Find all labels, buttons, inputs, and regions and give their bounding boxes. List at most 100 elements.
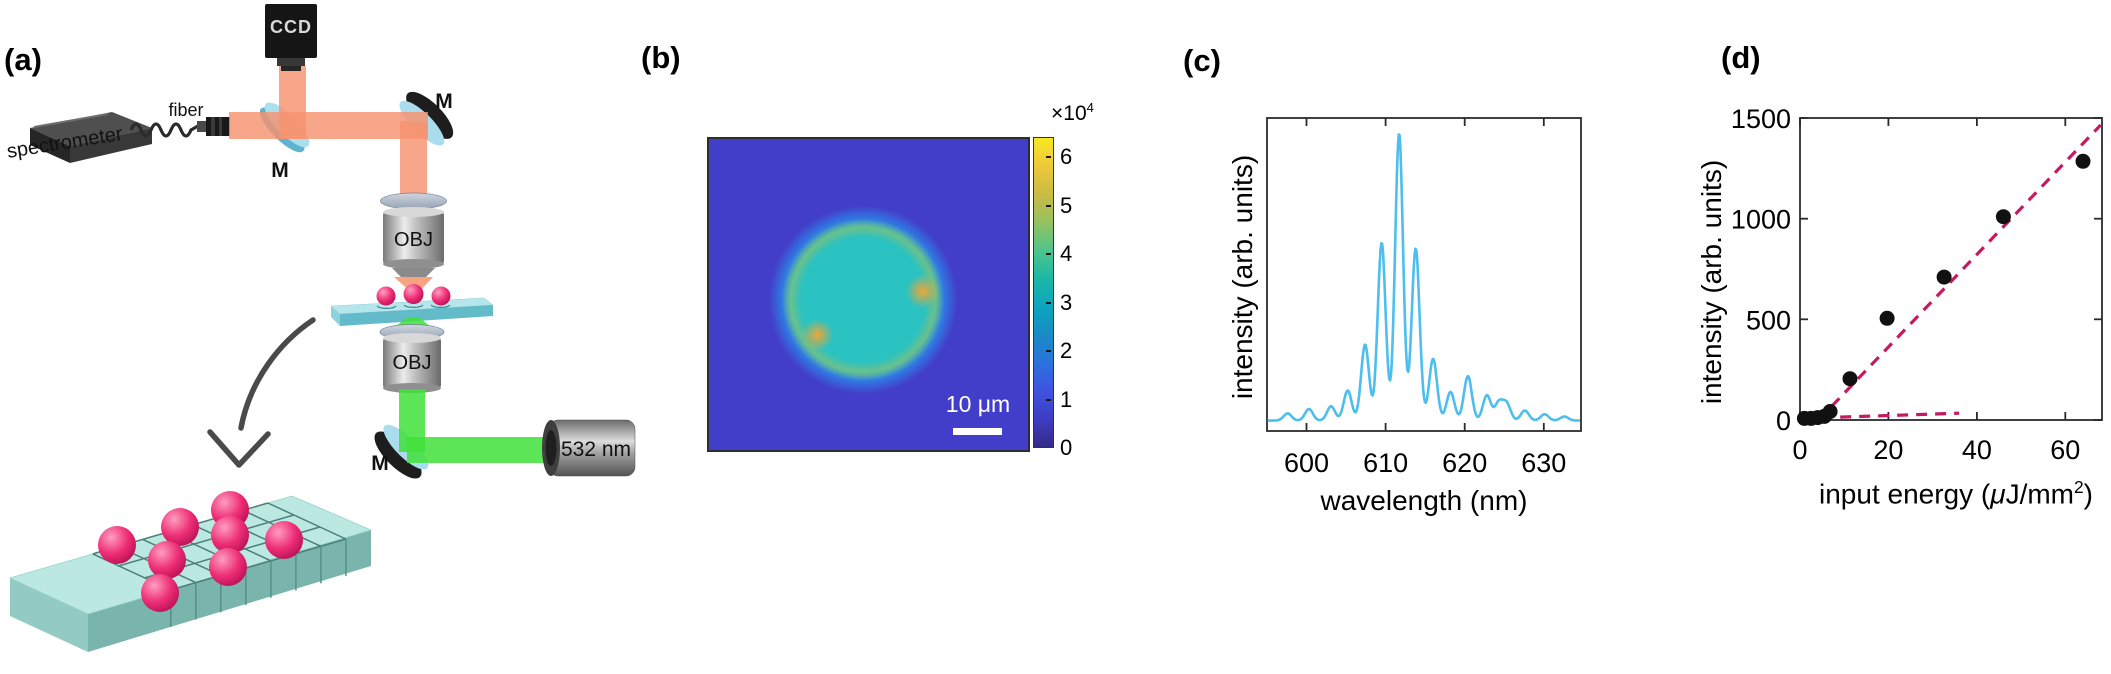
below-threshold-fit (1802, 411, 1960, 420)
objective-bottom-label: OBJ (393, 352, 432, 374)
colorbar-tick-label: 4 (1060, 241, 1073, 267)
x-tick-label: 620 (1442, 448, 1487, 478)
emission-focus-cone (394, 277, 433, 292)
substrate-grooves (170, 539, 347, 627)
sample-slide (330, 297, 494, 326)
laser-wavelength-label: 532 nm (561, 438, 631, 461)
colorbar-multiplier-exponent: 4 (1086, 100, 1094, 115)
optical-setup-diagram: CCD OBJ OBJ (5, 4, 636, 652)
x-tick-label: 20 (1873, 435, 1903, 465)
top-right-mirror (399, 91, 454, 146)
objective-bottom: OBJ (379, 324, 445, 393)
spectrum-tick-labels: 600 610 620 630 (1284, 448, 1566, 478)
y-tick-label: 0 (1776, 406, 1791, 436)
threshold-plot: 0 20 40 60 0 500 1000 1500 (1731, 104, 2103, 465)
mirror-right-label: M (435, 90, 453, 113)
mirror-bottom-label: M (371, 452, 389, 475)
threshold-ylabel: intensity (arb. units) (1696, 159, 1727, 405)
data-point (1816, 408, 1832, 424)
panel-c-label: (c) (1183, 43, 1221, 78)
focus-glow (406, 285, 422, 297)
data-point (1822, 404, 1838, 419)
spectrometer-box (30, 112, 152, 163)
threshold-tick-labels: 0 20 40 60 0 500 1000 1500 (1731, 104, 2080, 465)
array-microsphere (148, 541, 186, 579)
colorbar-multiplier: ×104 (1051, 100, 1094, 126)
data-point (1936, 269, 1952, 285)
threshold-axes-box (1799, 117, 2103, 421)
spectrometer-label: spectrometer (5, 123, 124, 163)
microwell-grid (92, 502, 347, 591)
panel-b-label: (b) (641, 40, 681, 75)
array-microsphere (265, 521, 303, 559)
threshold-xlabel-prefix: input energy ( (1819, 478, 1991, 510)
emission-beam-horizontal (229, 112, 428, 139)
threshold-xlabel-unit: J/mm (2005, 478, 2074, 510)
array-microsphere (209, 548, 247, 586)
array-microsphere (211, 516, 249, 554)
emission-beam-vertical (400, 121, 427, 198)
spectrum-plot: 600 610 620 630 (1266, 117, 1582, 478)
y-tick-label: 1000 (1731, 205, 1791, 235)
colorbar-tick-label: 5 (1060, 192, 1073, 218)
excitation-cone (390, 318, 436, 331)
colorbar-tick-label: 1 (1060, 386, 1073, 412)
spectrum-ticks (1305, 118, 1545, 431)
fiber-cable (129, 122, 199, 138)
patterned-substrate (8, 491, 373, 652)
data-point (1803, 410, 1819, 426)
emission-beam-to-ccd (279, 66, 306, 139)
array-microsphere (211, 491, 249, 529)
ccd-camera: CCD (265, 4, 317, 71)
array-microsphere (141, 574, 179, 612)
data-point (1995, 209, 2011, 225)
beamsplitter-mirror (259, 102, 310, 153)
transfer-arrow (207, 317, 316, 468)
data-point (1879, 310, 1895, 326)
array-microsphere (98, 526, 136, 564)
colorbar-tick-mark (1046, 398, 1051, 401)
x-tick-label: 0 (1792, 435, 1807, 465)
bottom-mirror (374, 424, 429, 479)
panel-d-label: (d) (1721, 40, 1761, 75)
data-point (1842, 371, 1858, 387)
fiber-connector (197, 117, 230, 136)
data-point (2075, 153, 2091, 169)
colorbar-tick-label: 3 (1060, 289, 1073, 315)
microwell-marks (376, 304, 451, 310)
threshold-ticks (1799, 117, 2102, 421)
colorbar-tick-mark (1046, 350, 1051, 353)
ccd-label: CCD (270, 17, 312, 37)
threshold-xlabel-mu: μ (1990, 478, 2006, 510)
y-tick-label: 500 (1746, 305, 1791, 335)
pump-laser: 532 nm (542, 419, 636, 477)
spectrum-xlabel: wavelength (nm) (1320, 485, 1528, 516)
colorbar-tick-mark (1046, 204, 1051, 207)
fiber-label: fiber (168, 100, 203, 120)
threshold-fit-lines (1802, 123, 2102, 422)
array-microsphere (161, 508, 199, 546)
microsphere-excited (403, 284, 424, 304)
threshold-xlabel: input energy (μJ/mm2) (1776, 477, 2111, 510)
x-tick-label: 610 (1363, 448, 1408, 478)
scale-bar (953, 428, 1002, 435)
spectrum-ylabel: intensity (arb. units) (1227, 154, 1258, 400)
threshold-data-points (1796, 153, 2091, 426)
objective-top: OBJ (380, 192, 447, 277)
microsphere-heatmap-image: 10 μm (707, 137, 1030, 452)
spectrum-curve (1267, 133, 1581, 422)
colorbar-tick-mark (1046, 301, 1051, 304)
above-threshold-fit (1817, 123, 2102, 422)
colorbar-tick-label: 0 (1060, 435, 1073, 460)
colorbar (1033, 137, 1054, 448)
microsphere-on-slide (376, 286, 396, 306)
colorbar-multiplier-base: ×10 (1051, 102, 1087, 125)
x-tick-label: 600 (1284, 448, 1329, 478)
x-tick-label: 60 (2050, 435, 2080, 465)
colorbar-tick-label: 6 (1060, 144, 1073, 170)
objective-top-label: OBJ (394, 229, 433, 251)
x-tick-label: 630 (1521, 448, 1566, 478)
colorbar-tick-mark (1046, 253, 1051, 256)
microsphere-on-slide (431, 286, 451, 306)
